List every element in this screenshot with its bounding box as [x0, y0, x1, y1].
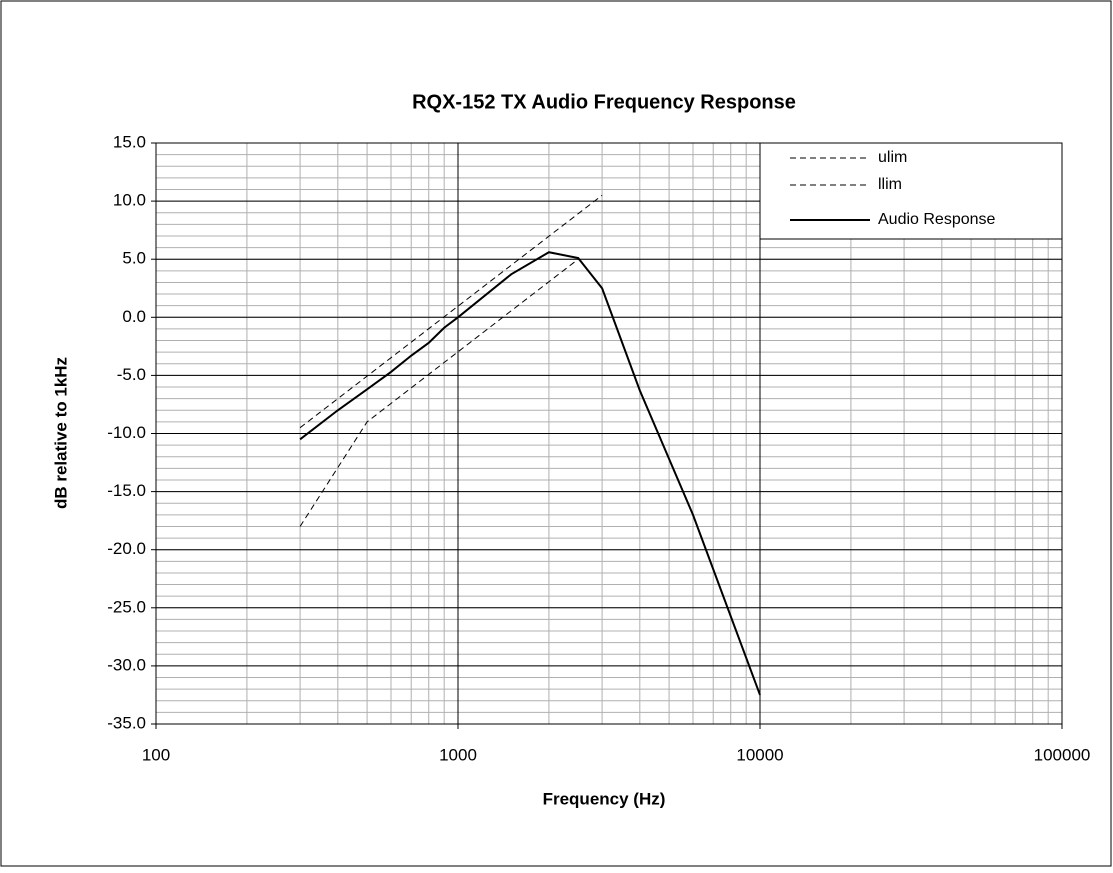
- y-tick-label: 15.0: [113, 132, 146, 151]
- plot-border: [155, 142, 1063, 725]
- series-line: [299, 194, 603, 429]
- legend-label: Audio Response: [878, 211, 996, 228]
- y-axis-label: dB relative to 1kHz: [51, 357, 70, 509]
- legend-label: ulim: [878, 149, 907, 166]
- y-tick-label: -5.0: [117, 365, 146, 384]
- y-tick-label: 5.0: [122, 249, 146, 268]
- series-line: [299, 258, 579, 527]
- x-tick-label: 100: [142, 745, 170, 764]
- y-tick-label: -20.0: [107, 539, 146, 558]
- y-tick-label: -30.0: [107, 655, 146, 674]
- x-axis-label: Frequency (Hz): [543, 789, 666, 808]
- y-tick-label: 10.0: [113, 191, 146, 210]
- y-tick-label: -10.0: [107, 423, 146, 442]
- x-tick-label: 100000: [1034, 745, 1091, 764]
- legend-box: [759, 142, 1063, 240]
- y-tick-label: -15.0: [107, 481, 146, 500]
- series-line: [299, 251, 761, 696]
- legend-label: llim: [878, 176, 902, 193]
- chart-title: RQX-152 TX Audio Frequency Response: [412, 91, 796, 113]
- x-tick-label: 10000: [736, 745, 783, 764]
- y-tick-label: 0.0: [122, 307, 146, 326]
- x-tick-label: 1000: [439, 745, 477, 764]
- y-tick-label: -35.0: [107, 713, 146, 732]
- y-tick-label: -25.0: [107, 597, 146, 616]
